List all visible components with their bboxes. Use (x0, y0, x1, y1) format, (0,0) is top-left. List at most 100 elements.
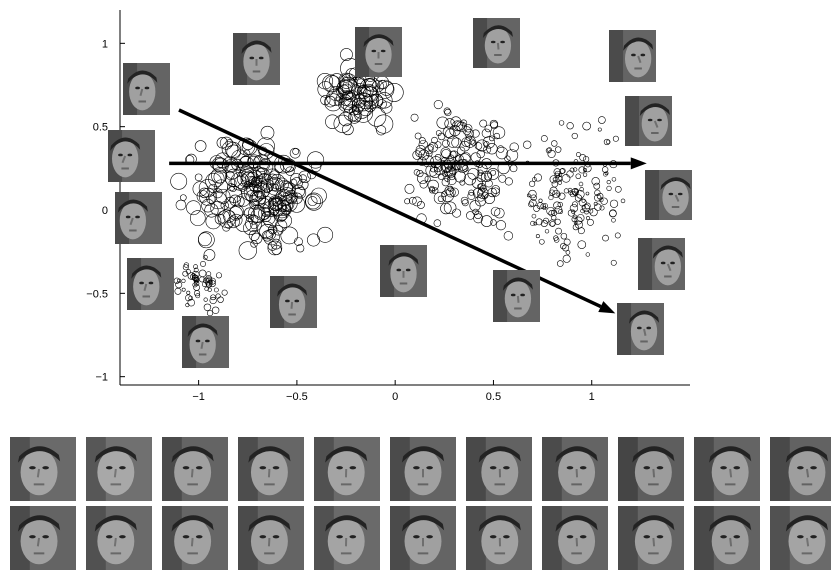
data-point (558, 172, 563, 177)
data-point (454, 170, 466, 183)
face-thumbnail (638, 238, 685, 290)
data-point (591, 177, 600, 186)
data-point (483, 145, 492, 154)
data-point (539, 239, 545, 245)
data-point (490, 219, 497, 226)
data-point (479, 185, 487, 193)
data-point (533, 205, 540, 212)
data-point (533, 173, 542, 182)
data-point (208, 277, 216, 285)
data-point (585, 252, 590, 257)
data-point (424, 145, 434, 155)
data-point (464, 136, 476, 148)
filmstrip-frame (390, 506, 456, 570)
data-point (585, 191, 590, 196)
data-point (528, 201, 534, 208)
data-point (543, 217, 549, 224)
data-point (557, 180, 563, 185)
data-point (198, 232, 212, 247)
data-point (555, 227, 562, 235)
data-point (546, 206, 555, 216)
data-point (306, 151, 325, 169)
filmstrip-frame (694, 437, 760, 501)
data-point (614, 186, 622, 193)
filmstrip-frame (10, 437, 76, 501)
data-point (433, 191, 447, 205)
data-point (257, 220, 275, 238)
data-point (603, 138, 611, 146)
data-point (503, 231, 514, 241)
data-point (442, 139, 450, 148)
data-point (554, 172, 560, 179)
data-point (338, 111, 353, 127)
data-point (198, 269, 207, 278)
data-point (265, 177, 285, 196)
data-point (351, 104, 363, 115)
filmstrip-frame (694, 506, 760, 570)
data-point (452, 208, 462, 218)
face-thumbnail (270, 276, 317, 328)
data-point (552, 189, 561, 198)
data-point (193, 284, 200, 291)
data-point (559, 168, 566, 174)
data-point (210, 201, 225, 216)
data-point (573, 191, 578, 197)
data-point (544, 229, 550, 234)
data-point (567, 187, 573, 193)
data-point (243, 220, 258, 236)
face-thumbnail (645, 170, 692, 220)
data-point (277, 202, 287, 213)
data-point (199, 276, 205, 283)
data-point (478, 183, 486, 191)
data-point (358, 86, 379, 107)
data-point (523, 140, 532, 149)
data-point (316, 73, 334, 90)
data-point (250, 240, 258, 248)
data-point (426, 150, 433, 157)
data-point (379, 81, 394, 96)
filmstrip-frame (390, 437, 456, 501)
data-point (574, 194, 583, 202)
data-point (269, 170, 280, 180)
data-point (185, 269, 191, 275)
filmstrip-frame (314, 437, 380, 501)
data-point (202, 277, 209, 284)
data-point (483, 141, 490, 147)
data-point (475, 139, 488, 152)
data-point (444, 108, 452, 117)
data-point (290, 177, 303, 190)
data-point (317, 81, 334, 98)
data-point (565, 250, 571, 255)
data-point (578, 198, 587, 207)
data-point (419, 180, 428, 189)
data-point (342, 123, 354, 136)
data-point (586, 216, 590, 221)
data-point (262, 183, 273, 194)
data-point (577, 240, 587, 249)
data-point (243, 149, 251, 157)
data-point (224, 159, 238, 172)
data-point (186, 200, 201, 216)
data-point (461, 199, 469, 207)
data-point (252, 166, 266, 179)
filmstrip-frame (466, 506, 532, 570)
data-point (579, 154, 587, 162)
data-point (490, 187, 500, 197)
data-point (224, 220, 233, 229)
data-point (222, 223, 231, 232)
data-point (342, 83, 352, 94)
data-point (204, 278, 213, 286)
data-point (431, 136, 438, 144)
data-point (509, 142, 519, 152)
data-point (277, 195, 295, 212)
data-point (489, 135, 495, 142)
data-point (324, 95, 337, 108)
data-point (611, 177, 617, 182)
filmstrip-frame (770, 437, 831, 501)
data-point (199, 187, 210, 199)
data-point (274, 177, 289, 192)
data-point (433, 99, 443, 110)
data-point (210, 294, 216, 301)
data-point (211, 306, 220, 314)
